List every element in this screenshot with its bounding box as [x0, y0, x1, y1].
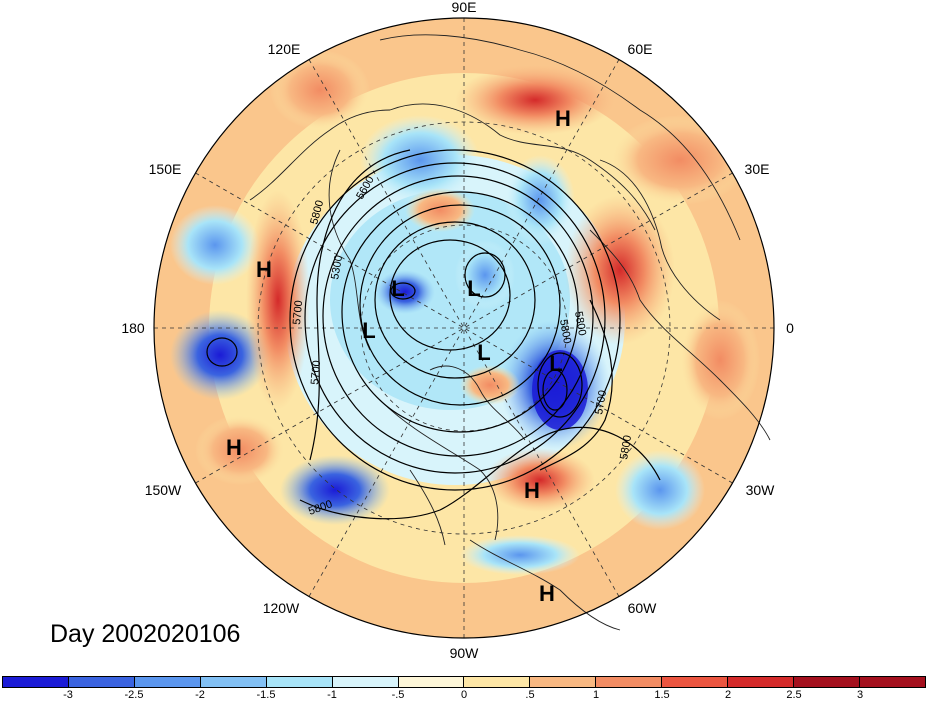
lon-label-60e: 60E: [628, 41, 653, 57]
high-marker: H: [256, 257, 272, 282]
colorbar-segment: [464, 677, 531, 687]
colorbar-tick-label: 0: [460, 689, 468, 701]
lon-label-0: 0: [786, 320, 794, 336]
colorbar-segment: [530, 677, 597, 687]
colorbar-segment: [398, 677, 465, 687]
pressure-centers: H H H H H L L L L L: [226, 106, 571, 606]
contour-label: 5800: [618, 434, 634, 460]
low-marker: L: [391, 276, 404, 301]
graticule: [154, 18, 774, 638]
high-marker: H: [539, 581, 555, 606]
colorbar: [2, 676, 926, 688]
low-marker: L: [477, 340, 490, 365]
colorbar-segment: [596, 677, 663, 687]
lon-label-120w: 120W: [263, 600, 300, 616]
colorbar-segment: [332, 677, 399, 687]
colorbar-segment: [3, 677, 69, 687]
colorbar-segment: [662, 677, 729, 687]
lon-label-180: 180: [121, 320, 145, 336]
colorbar-segment: [728, 677, 795, 687]
map-boundary: [153, 17, 775, 639]
colorbar-tick-label: -1.5: [256, 689, 276, 701]
colorbar-tick-label: 1.5: [654, 689, 670, 701]
low-marker: L: [549, 351, 562, 376]
longitude-labels: 90E 60E 30E 0 30W 60W 90W 120W 150W 180 …: [121, 0, 794, 661]
lon-label-30e: 30E: [745, 161, 770, 177]
low-marker: L: [362, 318, 375, 343]
colorbar-tick-label: .5: [525, 689, 535, 701]
contour-label: 5700: [291, 300, 305, 325]
high-marker: H: [524, 478, 540, 503]
colorbar-segment: [266, 677, 333, 687]
colorbar-labels: -3 -2.5 -2 -1.5 -1 -.5 0 .5 1 1.5 2 2.5 3: [2, 689, 926, 702]
lon-label-30w: 30W: [746, 482, 776, 498]
colorbar-segment: [68, 677, 135, 687]
contour-label: 5700: [593, 389, 609, 415]
contour-label: 5800: [557, 318, 573, 344]
colorbar-segment: [794, 677, 860, 687]
colorbar-tick-label: -2.5: [124, 689, 144, 701]
colorbar-tick-label: 2: [724, 689, 732, 701]
contour-label: 5300: [329, 254, 345, 280]
low-marker: L: [467, 276, 480, 301]
colorbar-tick-label: -1: [327, 689, 337, 701]
colorbar-segment: [134, 677, 201, 687]
contour-label: 5700: [309, 360, 323, 385]
height-contours: [206, 149, 661, 520]
lon-label-120e: 120E: [268, 41, 301, 57]
colorbar-tick-label: 3: [856, 689, 864, 701]
lon-label-90w: 90W: [450, 645, 480, 661]
coastlines: [249, 34, 771, 631]
high-marker: H: [555, 106, 571, 131]
colorbar-tick-label: -3: [63, 689, 73, 701]
colorbar-tick-label: 2.5: [786, 689, 802, 701]
lon-label-150w: 150W: [145, 482, 182, 498]
colorbar-tick-label: -.5: [391, 689, 405, 701]
high-marker: H: [226, 435, 242, 460]
lon-label-60w: 60W: [628, 600, 658, 616]
colorbar-tick-label: -2: [195, 689, 205, 701]
colorbar-segment: [200, 677, 267, 687]
lon-label-90e: 90E: [452, 0, 477, 15]
contour-label: 5800: [572, 310, 588, 336]
lon-label-150e: 150E: [149, 161, 182, 177]
map-title: Day 2002020106: [50, 620, 241, 648]
colorbar-tick-label: 1: [592, 689, 600, 701]
colorbar-segment: [859, 677, 925, 687]
